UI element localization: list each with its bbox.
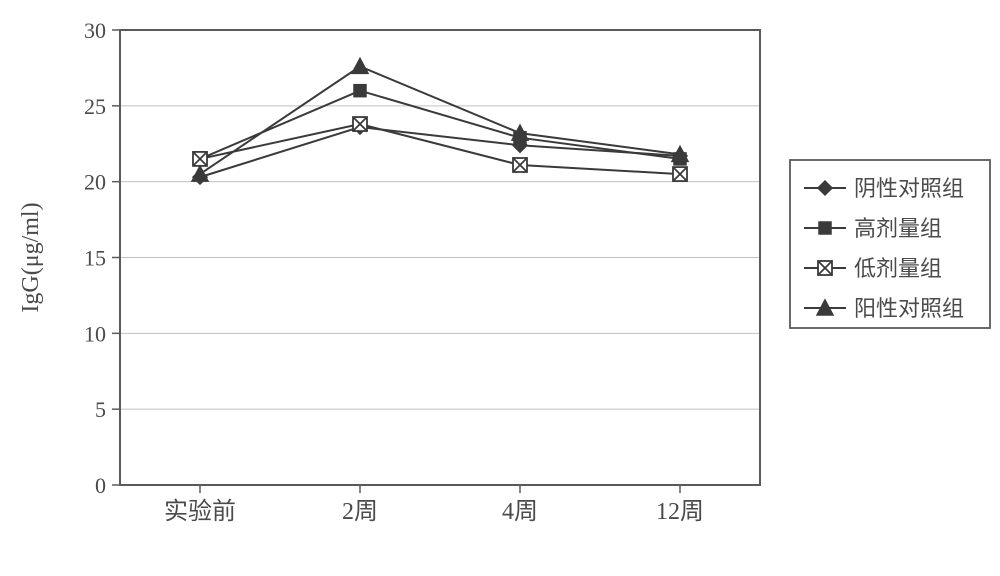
y-tick-label: 30 [84,18,106,43]
y-tick-label: 25 [84,94,106,119]
legend-label: 阴性对照组 [854,176,964,201]
y-tick-label: 15 [84,246,106,271]
legend-label: 阳性对照组 [854,296,964,321]
x-tick-label: 4周 [502,499,538,525]
chart-container: 0 5 10 15 20 25 30 实验前 2周 4周 12周 IgG(μg/ml) 阴性对照组高剂量… [0,0,1000,576]
line-chart: 0 5 10 15 20 25 30 实验前 2周 4周 12周 IgG(μg/ml) 阴性对照组高剂量… [0,0,1000,576]
x-tick-label: 实验前 [164,498,236,525]
y-axis-label: IgG(μg/ml) [18,202,44,312]
legend-label: 低剂量组 [854,256,942,281]
y-tick-label: 5 [95,397,106,422]
x-tick-label: 12周 [656,499,704,525]
x-tick-label: 2周 [342,499,378,525]
y-tick-label: 20 [84,170,106,195]
y-tick-label: 0 [95,473,106,498]
legend-label: 高剂量组 [854,216,942,241]
legend: 阴性对照组高剂量组低剂量组阳性对照组 [790,160,990,328]
y-tick-label: 10 [84,321,106,346]
